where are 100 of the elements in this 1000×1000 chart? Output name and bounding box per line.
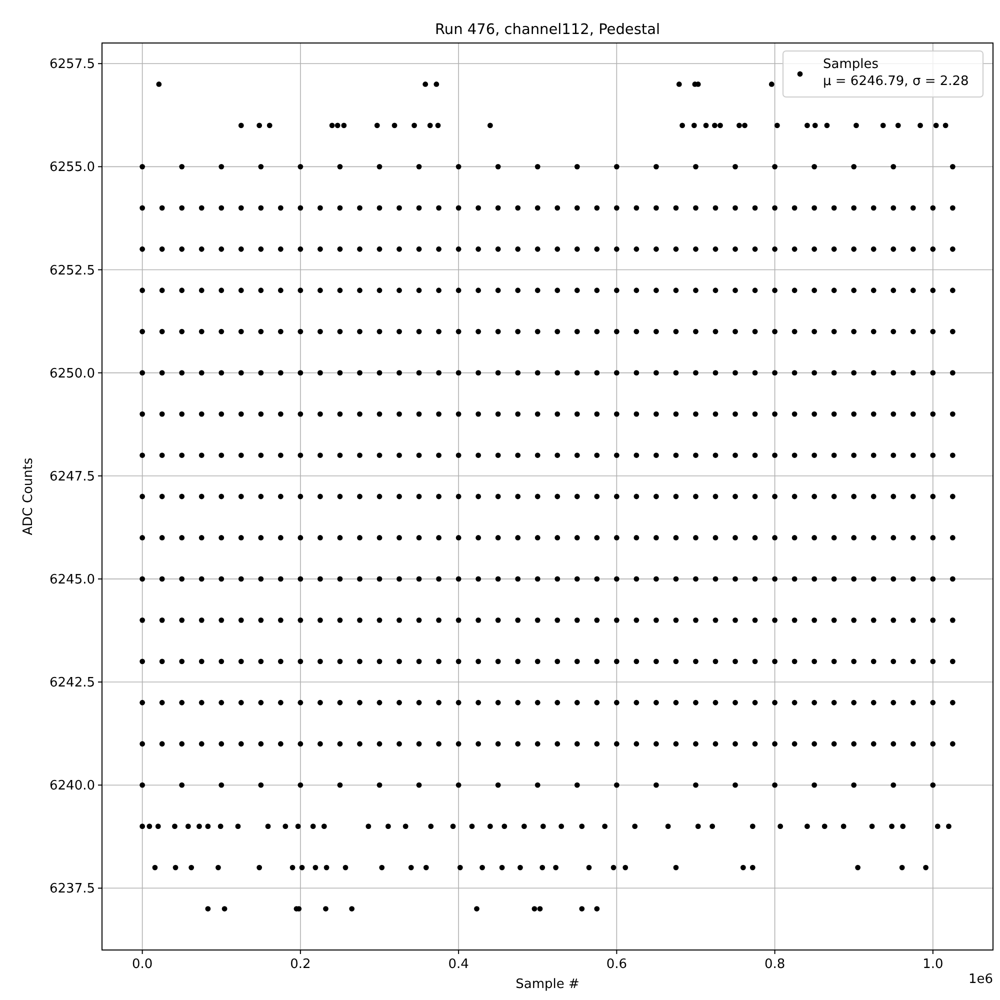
point <box>318 328 323 334</box>
point <box>456 205 462 211</box>
point <box>812 782 818 788</box>
point <box>140 452 146 458</box>
point <box>495 494 501 500</box>
point <box>140 700 146 706</box>
point <box>654 370 659 376</box>
point <box>238 288 244 294</box>
point <box>890 411 896 417</box>
point <box>614 494 620 500</box>
point <box>732 535 738 540</box>
point <box>540 824 546 830</box>
point <box>256 122 262 128</box>
point <box>376 494 382 500</box>
point <box>456 452 462 458</box>
point <box>198 576 204 582</box>
point <box>851 782 857 788</box>
point <box>495 411 501 417</box>
point <box>298 700 304 706</box>
point <box>159 411 165 417</box>
point <box>772 782 778 788</box>
point <box>792 535 798 540</box>
point <box>357 370 362 376</box>
point <box>159 246 165 252</box>
point <box>654 782 659 788</box>
point <box>610 864 616 870</box>
point <box>712 411 718 417</box>
point <box>792 452 798 458</box>
point <box>436 576 442 582</box>
point <box>594 288 600 294</box>
point <box>515 246 521 252</box>
point <box>930 658 936 664</box>
point <box>456 741 462 747</box>
point <box>238 370 244 376</box>
point <box>337 494 343 500</box>
point <box>772 741 778 747</box>
point <box>946 824 952 830</box>
point <box>792 246 798 252</box>
point <box>416 741 422 747</box>
point <box>515 205 521 211</box>
point <box>910 328 916 334</box>
point <box>712 328 718 334</box>
point <box>851 700 857 706</box>
point <box>910 246 916 252</box>
point <box>357 576 362 582</box>
point <box>436 205 442 211</box>
point <box>218 288 224 294</box>
point <box>772 658 778 664</box>
point <box>812 700 818 706</box>
point <box>159 658 165 664</box>
point <box>349 906 355 912</box>
point <box>476 328 482 334</box>
point <box>910 370 916 376</box>
point <box>278 288 284 294</box>
point <box>416 782 422 788</box>
point <box>321 824 327 830</box>
point <box>812 741 818 747</box>
point <box>357 328 362 334</box>
point <box>218 782 224 788</box>
point <box>374 122 380 128</box>
point <box>416 494 422 500</box>
point <box>732 782 738 788</box>
point <box>416 246 422 252</box>
point <box>218 576 224 582</box>
point <box>558 824 564 830</box>
point <box>534 576 540 582</box>
point <box>910 288 916 294</box>
point <box>534 246 540 252</box>
point <box>456 164 462 170</box>
point <box>895 122 901 128</box>
point <box>140 288 146 294</box>
point <box>258 328 264 334</box>
point <box>198 328 204 334</box>
point <box>258 164 264 170</box>
point <box>900 824 906 830</box>
point <box>156 82 162 87</box>
point <box>822 824 828 830</box>
point <box>172 824 178 830</box>
point <box>218 535 224 540</box>
point <box>930 370 936 376</box>
point <box>198 370 204 376</box>
point <box>673 494 679 500</box>
point <box>851 494 857 500</box>
point <box>278 576 284 582</box>
point <box>298 452 304 458</box>
point <box>654 205 659 211</box>
point <box>870 288 876 294</box>
point <box>218 741 224 747</box>
point <box>693 246 698 252</box>
point <box>614 328 620 334</box>
point <box>752 452 758 458</box>
point <box>586 864 592 870</box>
point <box>495 328 501 334</box>
point <box>772 535 778 540</box>
point <box>376 288 382 294</box>
point <box>318 205 323 211</box>
point <box>416 205 422 211</box>
point <box>218 452 224 458</box>
point <box>772 328 778 334</box>
point <box>930 288 936 294</box>
